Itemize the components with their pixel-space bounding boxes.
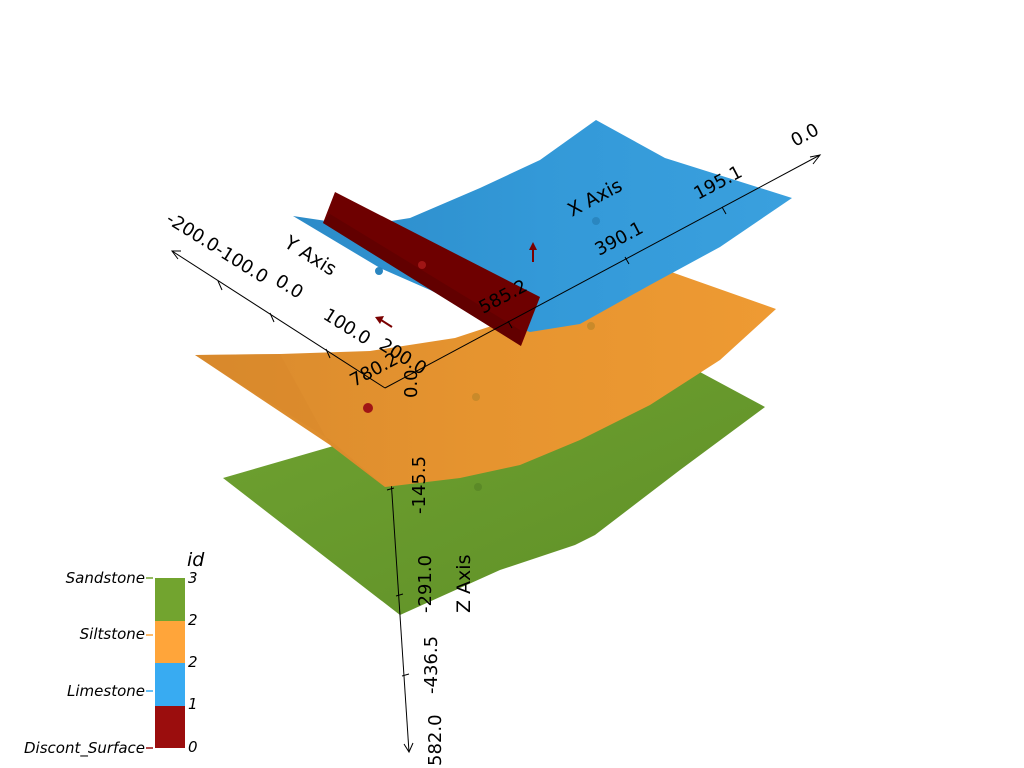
y-axis — [171, 250, 386, 389]
point-marker — [375, 267, 383, 275]
z-tick-label: -291.0 — [415, 555, 436, 613]
colorbar-tick: 2 — [188, 653, 198, 671]
colorbar-tick: 3 — [188, 569, 198, 587]
colorbar-legend: id 3 2 2 1 0 Sandstone Siltstone Limesto… — [24, 549, 205, 758]
colorbar-swatch-sandstone — [155, 578, 185, 621]
z-tick-label: 0.0 — [401, 369, 422, 398]
sandstone-surface — [223, 372, 765, 615]
colorbar-label: Sandstone — [66, 569, 145, 587]
point-marker — [418, 261, 426, 269]
siltstone-surface — [195, 268, 776, 487]
colorbar-label: Siltstone — [80, 625, 145, 643]
point-marker — [474, 483, 482, 491]
z-tick-label: -436.5 — [421, 636, 442, 694]
data-points — [363, 217, 600, 491]
z-tick-label: -145.5 — [409, 456, 430, 514]
colorbar-tick: 0 — [188, 738, 198, 756]
colorbar-label: Discont_Surface — [24, 739, 145, 758]
colorbar-tick: 1 — [188, 695, 198, 713]
z-axis-title: Z Axis — [453, 555, 475, 613]
colorbar-swatch-limestone — [155, 663, 185, 706]
y-tick-label: -200.0 — [162, 208, 222, 257]
colorbar-title: id — [187, 549, 205, 571]
discont-surface — [323, 192, 540, 346]
point-marker — [587, 322, 595, 330]
colorbar-tick: 2 — [188, 611, 198, 629]
x-tick-label: 0.0 — [787, 119, 822, 151]
colorbar-swatch-discont — [155, 706, 185, 748]
y-tick-label: -100.0 — [211, 239, 271, 288]
x-axis — [384, 154, 822, 389]
point-marker — [363, 403, 373, 413]
z-tick-label: 582.0 — [425, 714, 446, 766]
colorbar-swatch-siltstone — [155, 621, 185, 663]
colorbar-label: Limestone — [67, 682, 145, 700]
y-tick-label: 100.0 — [319, 304, 374, 349]
point-marker — [472, 393, 480, 401]
y-tick-label: 0.0 — [271, 270, 306, 303]
point-marker — [592, 217, 600, 225]
